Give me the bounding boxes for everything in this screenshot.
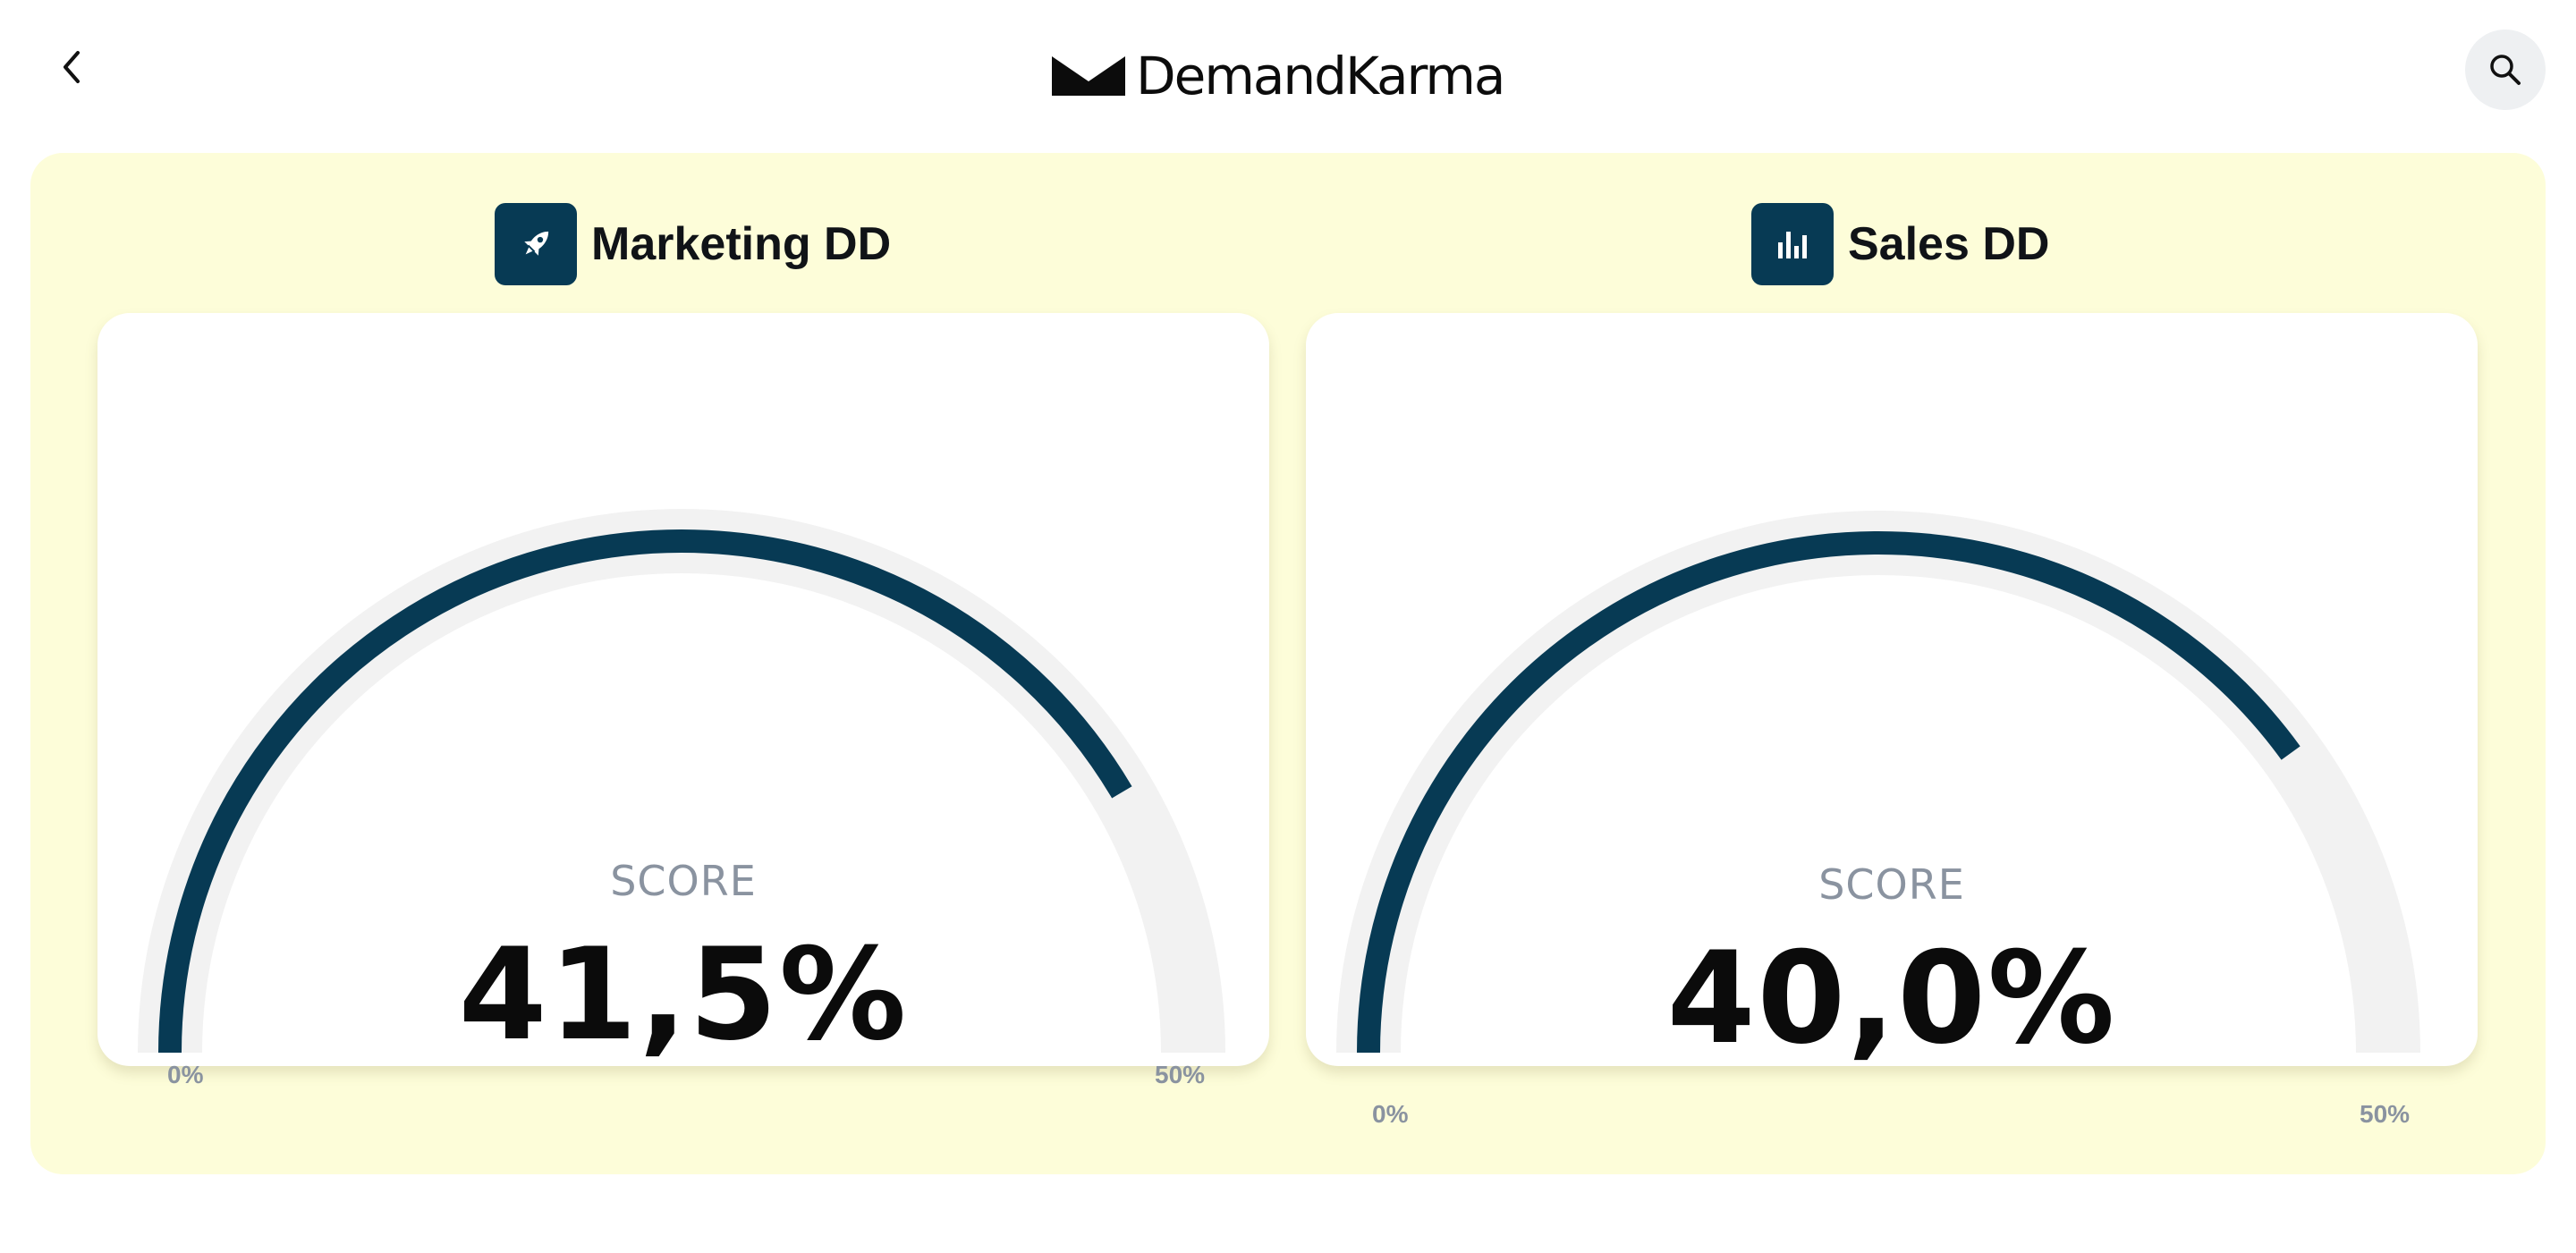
sales-gauge-card: SCORE 40,0% 0% 50% <box>1306 313 2478 1128</box>
marketing-min-label: 0% <box>167 1061 204 1088</box>
search-button[interactable] <box>2465 30 2546 110</box>
bar-chart-icon <box>1751 203 1834 285</box>
marketing-gauge <box>138 509 1225 1054</box>
sales-section-title: Sales DD <box>1751 203 2049 285</box>
rocket-icon <box>495 203 577 285</box>
back-button[interactable] <box>45 40 98 94</box>
sales-gauge <box>1336 511 2420 1054</box>
marketing-gauge-card: SCORE 41,5% 0% 50% <box>97 313 1269 1088</box>
sales-min-label: 0% <box>1372 1100 1409 1128</box>
gauge-value-arc <box>158 529 1132 1054</box>
chevron-left-icon <box>64 51 80 83</box>
marketing-score-value: 41,5% <box>458 921 909 1069</box>
dashboard-panel: Marketing DD Sales DD SCORE 41,5% 0% 50%… <box>30 153 2546 1174</box>
envelope-logo-icon <box>1052 56 1125 96</box>
marketing-max-label: 50% <box>1155 1061 1206 1088</box>
marketing-section-title: Marketing DD <box>495 203 891 285</box>
sales-score-label: SCORE <box>1818 860 1965 909</box>
brand-name: DemandKarma <box>1136 46 1505 106</box>
sales-max-label: 50% <box>2360 1100 2411 1128</box>
search-icon <box>2490 55 2521 85</box>
top-bar: DemandKarma <box>0 0 2576 143</box>
marketing-title: Marketing DD <box>591 218 892 270</box>
sales-title: Sales DD <box>1848 218 2050 270</box>
gauge-value-arc <box>1357 531 2301 1054</box>
marketing-score-label: SCORE <box>610 857 757 905</box>
brand-logo: DemandKarma <box>1052 45 1505 107</box>
sales-score-value: 40,0% <box>1666 925 2117 1072</box>
